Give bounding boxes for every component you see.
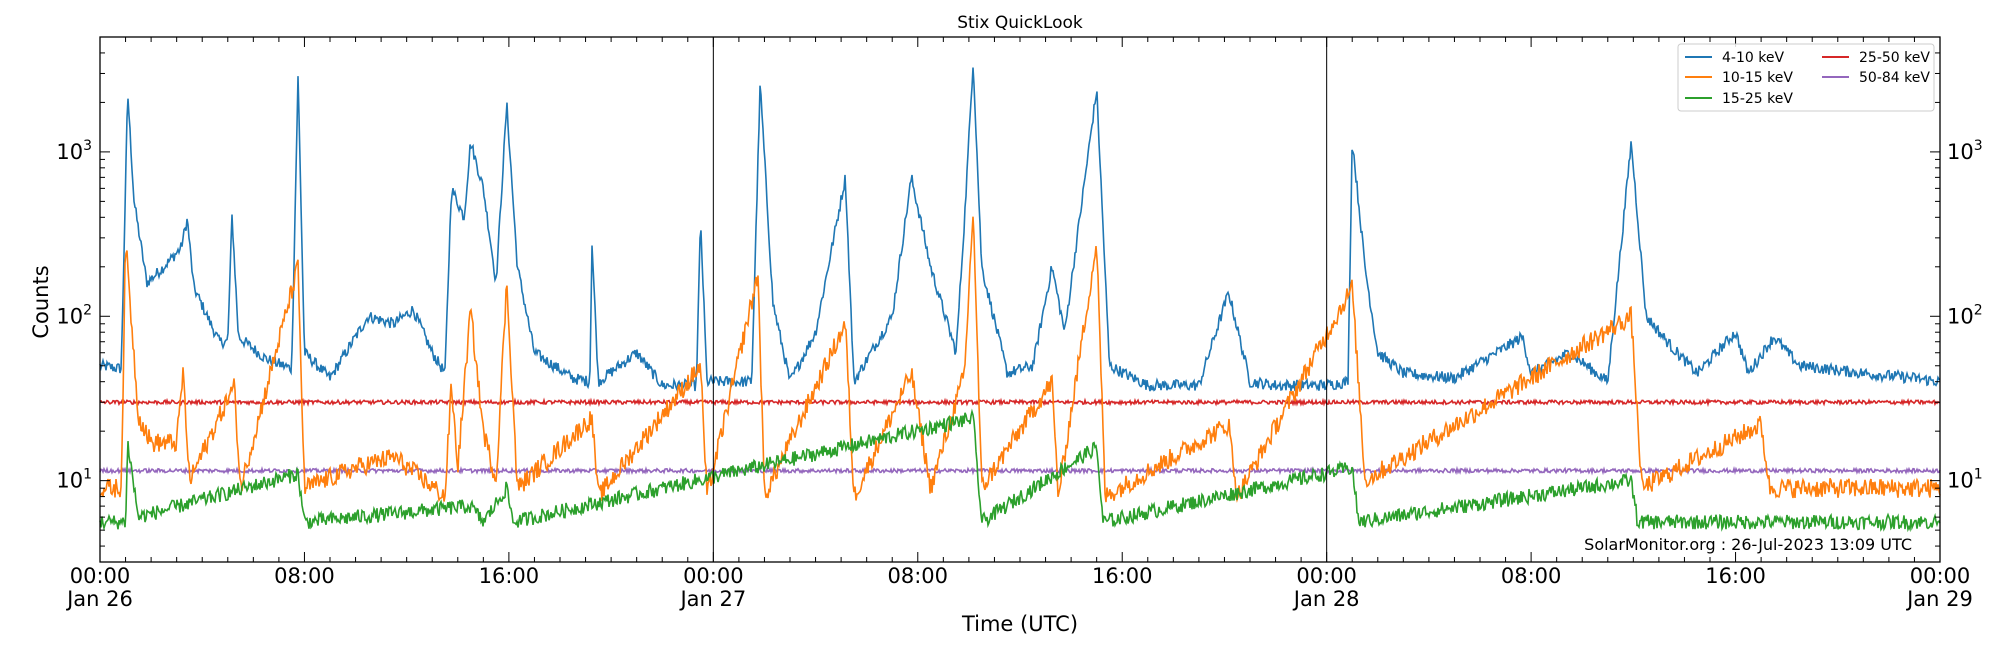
x-tick-label: 16:00 (1705, 564, 1766, 588)
x-tick-date-label: Jan 27 (678, 587, 746, 611)
x-tick-date-label: Jan 28 (1292, 587, 1360, 611)
series-line-10-15-kev (99, 216, 1941, 503)
legend-entry: 4-10 keV (1722, 50, 1784, 66)
x-tick-label: 16:00 (479, 564, 540, 588)
series-layer (99, 67, 1941, 533)
solarmonitor-annotation: SolarMonitor.org : 26-Jul-2023 13:09 UTC (1584, 535, 1912, 554)
series-line-25-50-kev (99, 397, 1941, 408)
y-tick-label-right: 102 (1947, 302, 1983, 328)
x-tick-label: 08:00 (274, 564, 335, 588)
x-tick-label: 16:00 (1092, 564, 1153, 588)
y-tick-label-right: 101 (1947, 467, 1983, 493)
y-tick-label: 101 (56, 467, 92, 493)
x-tick-label: 00:00 (683, 564, 744, 588)
x-tick-date-label: Jan 29 (1905, 587, 1973, 611)
x-tick-label: 00:00 (1910, 564, 1971, 588)
series-line-4-10-kev (99, 67, 1941, 393)
y-tick-label-right: 103 (1947, 138, 1983, 164)
x-tick-date-label: Jan 26 (65, 587, 133, 611)
x-tick-label: 00:00 (1296, 564, 1357, 588)
legend-entry: 50-84 keV (1859, 70, 1930, 86)
x-tick-label: 08:00 (888, 564, 949, 588)
legend-entry: 10-15 keV (1722, 70, 1793, 86)
x-tick-label: 00:00 (70, 564, 131, 588)
legend-box (1677, 43, 1935, 112)
x-tick-label: 08:00 (1501, 564, 1562, 588)
plot-frame (99, 36, 1941, 563)
series-line-15-25-kev (99, 408, 1941, 533)
x-axis-label: Time (UTC) (961, 612, 1078, 636)
legend-entry: 15-25 keV (1722, 91, 1793, 107)
legend-entry: 25-50 keV (1859, 50, 1930, 66)
y-axis-label: Counts (29, 265, 53, 338)
legend: 4-10 keV 10-15 keV 15-25 keV 25-50 keV 50-84… (1677, 43, 1935, 112)
y-tick-label: 102 (56, 302, 92, 328)
y-tick-label: 103 (56, 138, 92, 164)
chart-title: Stix QuickLook (957, 13, 1083, 33)
